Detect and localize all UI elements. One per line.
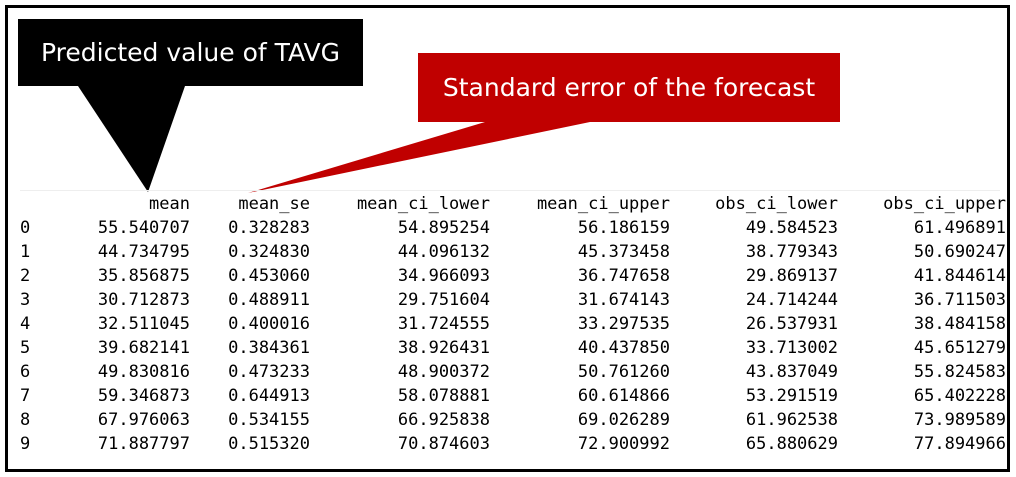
table-cell-mean-ci-upper: 72.900992 bbox=[577, 434, 670, 454]
table-cell-obs-ci-upper: 36.711503 bbox=[913, 290, 1006, 310]
table-header-row: mean mean_se mean_ci_lower mean_ci_upper… bbox=[20, 192, 1006, 216]
table-row: 1 44.734795 0.324830 44.096132 45.373458 38.7… bbox=[20, 240, 1006, 264]
table-cell-obs-ci-lower: 65.880629 bbox=[745, 434, 838, 454]
table-cell-index: 5 bbox=[20, 338, 31, 358]
table-cell-obs-ci-upper: 73.989589 bbox=[913, 410, 1006, 430]
index-header bbox=[20, 192, 40, 216]
table-cell-mean: 32.511045 bbox=[97, 314, 190, 334]
table-body: 0 55.540707 0.328283 54.895254 56.186159 49.5… bbox=[20, 216, 1006, 456]
standard-error-callout: Standard error of the forecast bbox=[418, 53, 840, 122]
forecast-summary-table: mean mean_se mean_ci_lower mean_ci_upper… bbox=[20, 192, 1006, 456]
table-cell-mean: 30.712873 bbox=[97, 290, 190, 310]
table-cell-mean-ci-upper: 56.186159 bbox=[577, 218, 670, 238]
table-cell-obs-ci-upper: 38.484158 bbox=[913, 314, 1006, 334]
table-cell-mean-ci-upper: 33.297535 bbox=[577, 314, 670, 334]
table-cell-mean-ci-lower: 34.966093 bbox=[397, 266, 490, 286]
table-cell-mean-se: 0.328283 bbox=[228, 218, 310, 238]
table-cell-obs-ci-upper: 65.402228 bbox=[913, 386, 1006, 406]
table-row: 7 59.346873 0.644913 58.078881 60.614866 53.2… bbox=[20, 384, 1006, 408]
table-cell-mean-ci-lower: 29.751604 bbox=[397, 290, 490, 310]
table-row: 2 35.856875 0.453060 34.966093 36.747658 29.8… bbox=[20, 264, 1006, 288]
table-cell-index: 7 bbox=[20, 386, 31, 406]
table-cell-mean-se: 0.534155 bbox=[228, 410, 310, 430]
table-row: 6 49.830816 0.473233 48.900372 50.761260 43.8… bbox=[20, 360, 1006, 384]
column-header-obs-ci-upper: obs_ci_upper bbox=[883, 194, 1006, 214]
standard-error-callout-text: Standard error of the forecast bbox=[442, 73, 816, 102]
table-cell-obs-ci-lower: 38.779343 bbox=[745, 242, 838, 262]
table-cell-obs-ci-lower: 49.584523 bbox=[745, 218, 838, 238]
table-cell-mean-se: 0.515320 bbox=[228, 434, 310, 454]
column-header-mean-ci-lower: mean_ci_lower bbox=[356, 194, 490, 214]
table-row: 8 67.976063 0.534155 66.925838 69.026289 61.9… bbox=[20, 408, 1006, 432]
table-cell-mean: 49.830816 bbox=[97, 362, 190, 382]
table-cell-obs-ci-lower: 24.714244 bbox=[745, 290, 838, 310]
table-cell-index: 0 bbox=[20, 218, 31, 238]
table-cell-mean: 35.856875 bbox=[97, 266, 190, 286]
column-header-mean-se: mean_se bbox=[238, 194, 310, 214]
table-cell-obs-ci-upper: 50.690247 bbox=[913, 242, 1006, 262]
table-cell-obs-ci-lower: 26.537931 bbox=[745, 314, 838, 334]
table-cell-index: 2 bbox=[20, 266, 31, 286]
table-cell-mean: 71.887797 bbox=[97, 434, 190, 454]
table-cell-mean-ci-lower: 54.895254 bbox=[397, 218, 490, 238]
table-cell-mean-ci-upper: 69.026289 bbox=[577, 410, 670, 430]
table-cell-index: 8 bbox=[20, 410, 31, 430]
table-row: 4 32.511045 0.400016 31.724555 33.297535 26.5… bbox=[20, 312, 1006, 336]
table-cell-mean-ci-upper: 31.674143 bbox=[577, 290, 670, 310]
table-cell-index: 4 bbox=[20, 314, 31, 334]
table-cell-mean: 55.540707 bbox=[97, 218, 190, 238]
table-cell-mean-ci-upper: 45.373458 bbox=[577, 242, 670, 262]
table-cell-mean-se: 0.453060 bbox=[228, 266, 310, 286]
table-cell-mean-se: 0.644913 bbox=[228, 386, 310, 406]
table-cell-mean-ci-lower: 44.096132 bbox=[397, 242, 490, 262]
table-cell-mean-ci-lower: 48.900372 bbox=[397, 362, 490, 382]
table-cell-obs-ci-upper: 61.496891 bbox=[913, 218, 1006, 238]
table-row: 0 55.540707 0.328283 54.895254 56.186159 49.5… bbox=[20, 216, 1006, 240]
table-cell-mean: 67.976063 bbox=[97, 410, 190, 430]
column-header-obs-ci-lower: obs_ci_lower bbox=[715, 194, 838, 214]
table-cell-mean-se: 0.384361 bbox=[228, 338, 310, 358]
table-cell-obs-ci-upper: 77.894966 bbox=[913, 434, 1006, 454]
table-cell-mean-se: 0.400016 bbox=[228, 314, 310, 334]
std-error-callout-pointer bbox=[248, 122, 590, 193]
table-cell-obs-ci-upper: 41.844614 bbox=[913, 266, 1006, 286]
table-cell-mean-ci-lower: 58.078881 bbox=[397, 386, 490, 406]
table-cell-mean: 39.682141 bbox=[97, 338, 190, 358]
table-cell-mean-ci-upper: 60.614866 bbox=[577, 386, 670, 406]
table-cell-obs-ci-lower: 61.962538 bbox=[745, 410, 838, 430]
table-cell-mean-se: 0.473233 bbox=[228, 362, 310, 382]
table-cell-index: 9 bbox=[20, 434, 31, 454]
table-cell-mean: 59.346873 bbox=[97, 386, 190, 406]
table-cell-mean: 44.734795 bbox=[97, 242, 190, 262]
table-cell-mean-ci-lower: 66.925838 bbox=[397, 410, 490, 430]
table-cell-mean-ci-upper: 36.747658 bbox=[577, 266, 670, 286]
table-cell-index: 3 bbox=[20, 290, 31, 310]
table-cell-index: 1 bbox=[20, 242, 31, 262]
table-cell-obs-ci-upper: 55.824583 bbox=[913, 362, 1006, 382]
predicted-value-callout: Predicted value of TAVG bbox=[18, 19, 363, 86]
table-cell-mean-se: 0.488911 bbox=[228, 290, 310, 310]
table-cell-index: 6 bbox=[20, 362, 31, 382]
table-cell-obs-ci-lower: 33.713002 bbox=[745, 338, 838, 358]
table-cell-obs-ci-lower: 29.869137 bbox=[745, 266, 838, 286]
table-cell-mean-ci-lower: 31.724555 bbox=[397, 314, 490, 334]
table-cell-mean-ci-lower: 38.926431 bbox=[397, 338, 490, 358]
table-cell-mean-ci-lower: 70.874603 bbox=[397, 434, 490, 454]
table-cell-mean-se: 0.324830 bbox=[228, 242, 310, 262]
table-row: 3 30.712873 0.488911 29.751604 31.674143 24.7… bbox=[20, 288, 1006, 312]
table-row: 5 39.682141 0.384361 38.926431 40.437850 33.7… bbox=[20, 336, 1006, 360]
column-header-mean: mean bbox=[149, 194, 190, 214]
table-cell-obs-ci-lower: 43.837049 bbox=[745, 362, 838, 382]
table-cell-mean-ci-upper: 50.761260 bbox=[577, 362, 670, 382]
table-row: 9 71.887797 0.515320 70.874603 72.900992 65.8… bbox=[20, 432, 1006, 456]
table-cell-obs-ci-upper: 45.651279 bbox=[913, 338, 1006, 358]
header-divider bbox=[20, 190, 1000, 191]
table-cell-obs-ci-lower: 53.291519 bbox=[745, 386, 838, 406]
predicted-value-callout-text: Predicted value of TAVG bbox=[41, 38, 340, 67]
predicted-callout-pointer bbox=[78, 86, 185, 192]
column-header-mean-ci-upper: mean_ci_upper bbox=[536, 194, 670, 214]
table-cell-mean-ci-upper: 40.437850 bbox=[577, 338, 670, 358]
